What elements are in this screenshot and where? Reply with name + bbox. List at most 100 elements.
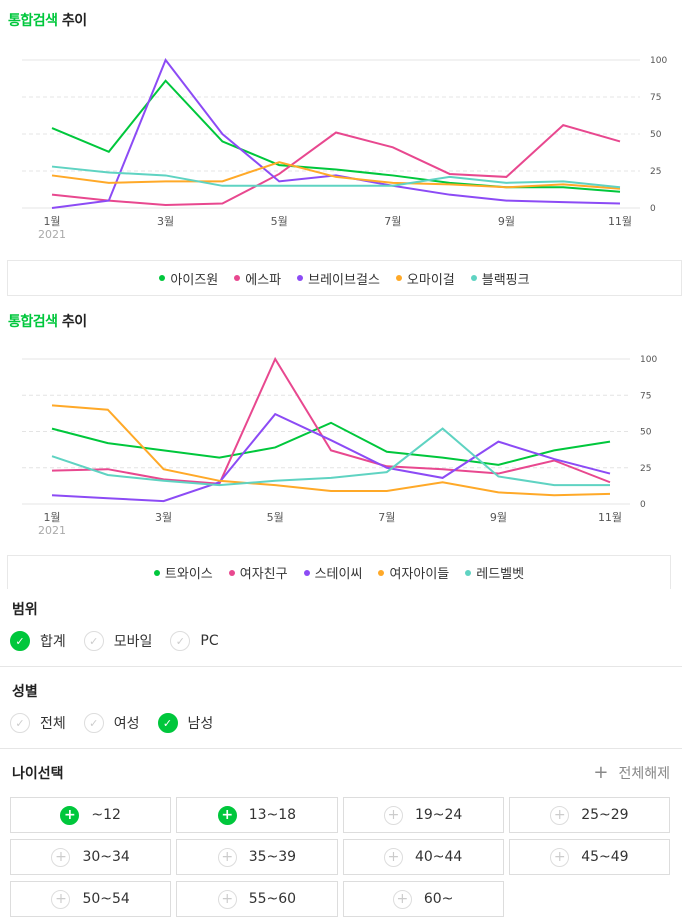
age-option[interactable]: +19~24: [342, 797, 504, 833]
age-option[interactable]: +60~: [342, 881, 504, 917]
title-green: 통합검색: [8, 13, 58, 29]
check-icon: ✓: [157, 713, 178, 733]
legend-dot: [303, 569, 310, 576]
legend-label: 여자친구: [239, 567, 288, 582]
age-option[interactable]: +35~39: [176, 839, 338, 875]
legend-item[interactable]: 트와이스: [153, 563, 213, 582]
legend-item[interactable]: 브레이브걸스: [297, 269, 380, 288]
x-tick-label: 5월: [267, 511, 284, 524]
plus-circle-icon: +: [550, 805, 570, 825]
plus-icon: +: [593, 762, 609, 783]
trend-chart-1: 0 25 50 75 100 1월 3월 5월 7월 9월 11월 2021: [22, 56, 667, 241]
legend-label: 스테이씨: [314, 567, 363, 582]
divider: [0, 666, 682, 667]
y-tick-label: 75: [650, 93, 661, 103]
legend-label: 트와이스: [164, 567, 213, 582]
legend-item[interactable]: 여자아이들: [378, 563, 449, 582]
year-label: 2021: [38, 228, 66, 241]
y-tick-label: 0: [640, 500, 646, 510]
option-label: 여성: [113, 716, 140, 732]
range-label: 범위: [12, 602, 38, 618]
plus-circle-icon: +: [383, 805, 403, 825]
age-label: 25~29: [581, 807, 629, 823]
age-label: 30~34: [82, 849, 130, 865]
legend-item[interactable]: 오마이걸: [395, 269, 455, 288]
series-line-4: [51, 165, 621, 189]
check-icon: ✓: [170, 631, 191, 651]
chart-legend-1: 아이즈원 에스파 브레이브걸스 오마이걸 블랙핑크: [7, 260, 682, 296]
gender-label: 성별: [12, 684, 38, 700]
check-icon: ✓: [83, 713, 104, 733]
legend-label: 브레이브걸스: [308, 272, 380, 288]
age-label: 60~: [423, 891, 454, 907]
age-option[interactable]: +45~49: [508, 839, 670, 875]
legend-dot: [159, 275, 166, 281]
range-options: ✓ 합계 ✓ 모바일 ✓ PC: [10, 631, 219, 651]
option-여성[interactable]: ✓ 여성: [83, 713, 140, 733]
legend-dot: [297, 275, 304, 281]
option-합계[interactable]: ✓ 합계: [10, 631, 66, 651]
legend-item[interactable]: 여자친구: [228, 563, 288, 582]
age-label: 35~39: [248, 849, 297, 865]
plus-circle-icon: +: [51, 847, 71, 867]
y-tick-label: 25: [640, 464, 651, 474]
gender-options: ✓ 전체 ✓ 여성 ✓ 남성: [10, 713, 213, 733]
legend-item[interactable]: 아이즈원: [159, 269, 218, 288]
series-line-0: [51, 421, 611, 466]
legend-dot: [228, 569, 235, 576]
x-tick-label: 11월: [608, 215, 632, 228]
plus-circle-icon: +: [60, 805, 80, 825]
x-tick-label: 5월: [271, 215, 288, 228]
series-line-1: [51, 124, 621, 207]
age-grid: + ~12 +13~18 +19~24 +25~29 +30~34 +35~39 +40~44…: [10, 797, 670, 917]
check-icon: ✓: [83, 631, 104, 651]
option-label: 모바일: [113, 634, 153, 650]
plus-circle-icon: +: [550, 847, 570, 867]
y-tick-label: 100: [640, 355, 657, 365]
x-tick-label: 1월: [43, 215, 60, 228]
legend-dot: [378, 569, 385, 576]
chart-title-1: 통합검색 추이: [8, 10, 87, 30]
divider: [0, 748, 682, 749]
option-label: 전체: [40, 716, 66, 732]
legend-dot: [234, 275, 241, 281]
x-tick-label: 11월: [598, 511, 622, 524]
series-line-3: [51, 404, 611, 497]
y-tick-label: 50: [650, 130, 662, 140]
option-label: 남성: [187, 716, 214, 732]
plus-circle-icon: +: [217, 889, 237, 909]
age-option[interactable]: +50~54: [10, 881, 172, 917]
plus-circle-icon: +: [51, 889, 71, 909]
legend-label: 레드벨벳: [476, 567, 525, 582]
age-label: 50~54: [82, 891, 130, 907]
age-option[interactable]: +55~60: [176, 881, 338, 917]
year-label: 2021: [38, 524, 66, 537]
age-option[interactable]: +25~29: [508, 797, 670, 833]
option-전체[interactable]: ✓ 전체: [10, 713, 66, 733]
option-남성[interactable]: ✓ 남성: [157, 713, 214, 733]
x-tick-label: 1월: [43, 511, 60, 524]
age-option[interactable]: +13~18: [176, 797, 338, 833]
check-icon: ✓: [10, 631, 30, 651]
legend-item[interactable]: 레드벨벳: [465, 563, 524, 582]
age-option[interactable]: +30~34: [10, 839, 172, 875]
plus-circle-icon: +: [392, 889, 412, 909]
legend-item[interactable]: 블랙핑크: [470, 269, 530, 288]
age-label: 13~18: [248, 807, 297, 823]
series-line-4: [51, 427, 610, 487]
option-label: 합계: [40, 634, 66, 650]
check-icon: ✓: [10, 713, 30, 733]
legend-item[interactable]: 스테이씨: [303, 563, 363, 582]
chart-legend-2: 트와이스 여자친구 스테이씨 여자아이들 레드벨벳: [7, 555, 671, 589]
age-label: ~12: [91, 807, 121, 823]
clear-all-button[interactable]: + 전체해제: [593, 762, 670, 783]
age-label: 45~49: [581, 849, 629, 865]
option-모바일[interactable]: ✓ 모바일: [83, 631, 153, 651]
option-PC[interactable]: ✓ PC: [170, 631, 219, 651]
legend-item[interactable]: 에스파: [234, 269, 281, 288]
series-line-2: [51, 58, 621, 209]
y-tick-label: 0: [650, 204, 656, 214]
age-option[interactable]: +40~44: [342, 839, 504, 875]
option-label: PC: [200, 633, 219, 649]
age-option[interactable]: + ~12: [10, 797, 172, 833]
